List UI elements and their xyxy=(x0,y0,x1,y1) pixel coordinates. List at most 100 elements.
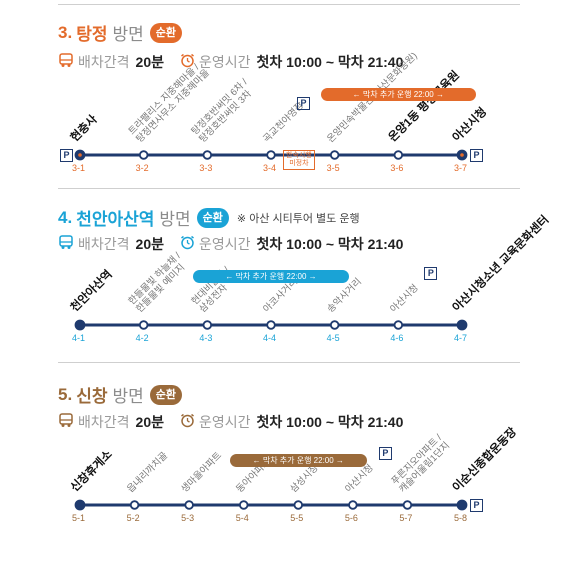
station-code: 3-2 xyxy=(135,163,149,173)
alarm-clock-icon xyxy=(180,53,195,71)
station-code: 5-4 xyxy=(235,513,249,523)
station-dot xyxy=(329,320,340,330)
station-dot-center xyxy=(460,153,464,157)
bus-icon xyxy=(58,413,74,431)
station-dot xyxy=(266,320,276,330)
station-code: 4-4 xyxy=(263,333,277,343)
parking-icon: P xyxy=(60,149,73,162)
late-run-pill: ← 막차 추가 운행 22:00 → xyxy=(320,88,476,101)
parking-icon: P xyxy=(424,267,438,280)
schedule-info: 배차간격 20분 운영시간 첫차 10:00 ~ 막차 21:40 xyxy=(58,52,403,72)
section-direction: 방면 xyxy=(112,25,144,44)
station-code: 5-2 xyxy=(126,513,140,523)
route-track xyxy=(74,319,468,331)
station-code: 4-7 xyxy=(454,333,468,343)
station-code: 3-3 xyxy=(199,163,213,173)
alarm-clock-icon xyxy=(180,235,195,253)
station-code: 3-4 xyxy=(263,163,277,173)
loop-badge: 순환 xyxy=(149,384,182,405)
station-dot xyxy=(74,499,86,511)
station-code: 3-6 xyxy=(390,163,404,173)
station-dot xyxy=(184,500,194,510)
station-code: 5-3 xyxy=(181,513,195,523)
route-section-sinchang: 5. 신창 방면 순환 배차간격 20분 운영시간 첫차 10:00 ~ 막차 … xyxy=(0,362,567,567)
section-title: 4. 천안아산역 방면 순환 ※ 아산 시티투어 별도 운행 xyxy=(58,205,360,230)
route-track xyxy=(74,499,468,511)
parking-icon: P xyxy=(470,149,483,162)
hours-label: 운영시간 xyxy=(198,236,251,252)
station-code: 4-6 xyxy=(390,333,404,343)
station-code: 5-6 xyxy=(344,513,358,523)
station-dot xyxy=(129,500,140,510)
top-divider xyxy=(58,4,520,5)
station-code: 4-1 xyxy=(72,333,86,343)
section-divider xyxy=(58,362,520,363)
route-track xyxy=(74,149,468,161)
section-title: 3. 탕정 방면 순환 xyxy=(58,20,182,45)
station-dot-center xyxy=(78,153,82,157)
section-direction: 방면 xyxy=(112,387,144,406)
station-dot xyxy=(456,319,468,331)
alarm-clock-icon xyxy=(180,413,195,431)
station-dot xyxy=(293,500,303,510)
station-code: 5-1 xyxy=(72,513,86,523)
station-code: 3-7 xyxy=(454,163,468,173)
station-code: 3-5 xyxy=(326,163,340,173)
late-run-pill: ← 막차 추가 운행 22:00 → xyxy=(193,270,349,283)
section-divider xyxy=(58,188,520,189)
interval-value: 20분 xyxy=(135,54,164,70)
station-dot xyxy=(138,320,149,330)
station-dot xyxy=(266,150,276,160)
parking-icon: P xyxy=(297,97,310,110)
station-code: 5-8 xyxy=(454,513,468,523)
route-section-cheonan-asan-station: 4. 천안아산역 방면 순환 ※ 아산 시티투어 별도 운행 배차간격 20분 … xyxy=(0,188,567,363)
station-dot xyxy=(74,319,86,331)
loop-badge: 순환 xyxy=(149,22,182,43)
station-dot xyxy=(456,499,468,511)
station-dot xyxy=(239,500,249,510)
station-code: 3-1 xyxy=(72,163,86,173)
hours-label: 운영시간 xyxy=(198,54,251,70)
hours-value: 첫차 10:00 ~ 막차 21:40 xyxy=(256,414,404,430)
schedule-info: 배차간격 20분 운영시간 첫차 10:00 ~ 막차 21:40 xyxy=(58,412,403,432)
section-number: 4. xyxy=(58,207,73,227)
loop-badge: 순환 xyxy=(196,207,229,228)
interval-label: 배차간격 xyxy=(78,236,130,252)
section-name: 탕정 xyxy=(76,25,108,44)
section-direction: 방면 xyxy=(159,210,191,229)
station-code: 4-2 xyxy=(135,333,149,343)
interval-value: 20분 xyxy=(135,236,164,252)
route-line: 신창휴게소 5-1 읍내리까치골 5-2 생마을아파트 5-3 동아아파트 5-4 삼성시장 5-… xyxy=(0,362,567,562)
station-dot xyxy=(348,500,358,510)
route-section-tangjeong: 3. 탕정 방면 순환 배차간격 20분 운영시간 첫차 10:00 ~ 막차 … xyxy=(0,0,567,190)
no-stop-tag: 한숙시행 미정차 xyxy=(283,150,315,170)
section-title: 5. 신창 방면 순환 xyxy=(58,382,182,407)
station-dot xyxy=(202,320,213,330)
parking-icon: P xyxy=(378,447,392,460)
schedule-info: 배차간격 20분 운영시간 첫차 10:00 ~ 막차 21:40 xyxy=(58,234,403,254)
late-run-pill: ← 막차 추가 운행 22:00 → xyxy=(229,454,367,467)
station-code: 4-5 xyxy=(326,333,340,343)
bus-icon xyxy=(58,53,74,71)
city-tour-note: ※ 아산 시티투어 별도 운행 xyxy=(236,212,360,225)
route-line: 현충사 3-1 P 트라팰리스 지중해마을 / 탕정면사무소 지중해마을 3-2 탕정호반써… xyxy=(0,0,567,200)
station-dot xyxy=(202,150,213,160)
interval-label: 배차간격 xyxy=(78,414,130,430)
route-line: 천안아산역 4-1 한들물빛 하늘채 / 한들물빛 예미지 4-2 현대비발디 / 삼성전자… xyxy=(0,188,567,388)
hours-label: 운영시간 xyxy=(198,414,251,430)
station-dot xyxy=(402,500,413,510)
section-number: 5. xyxy=(58,384,73,404)
station-dot xyxy=(393,150,404,160)
interval-value: 20분 xyxy=(135,414,164,430)
section-number: 3. xyxy=(58,22,73,42)
station-dot xyxy=(138,150,149,160)
section-name: 천안아산역 xyxy=(76,210,155,229)
station-dot xyxy=(329,150,340,160)
station-code: 4-3 xyxy=(199,333,213,343)
station-code: 5-7 xyxy=(399,513,413,523)
parking-icon: P xyxy=(470,499,483,512)
station-code: 5-5 xyxy=(290,513,304,523)
interval-label: 배차간격 xyxy=(78,54,130,70)
section-name: 신창 xyxy=(76,387,108,406)
station-dot xyxy=(393,320,404,330)
